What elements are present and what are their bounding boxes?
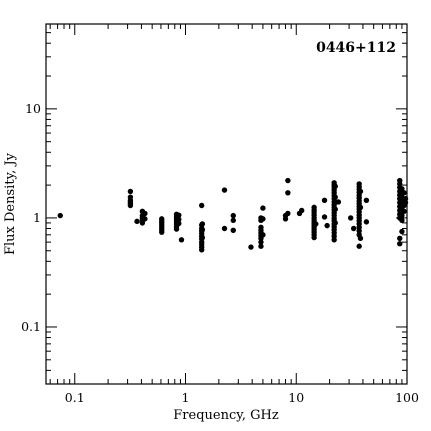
- data-point: [332, 183, 338, 189]
- data-point: [285, 190, 291, 196]
- data-point: [401, 190, 407, 196]
- data-point: [356, 228, 362, 234]
- data-point: [139, 220, 146, 226]
- data-point: [176, 216, 182, 223]
- data-point: [399, 212, 405, 219]
- data-point: [258, 243, 264, 249]
- data-point: [350, 225, 357, 232]
- data-point: [199, 221, 206, 227]
- data-point: [363, 197, 370, 204]
- data-point: [127, 188, 134, 195]
- data-point: [402, 199, 409, 206]
- data-point: [397, 241, 403, 247]
- data-point: [282, 216, 289, 222]
- x-tick-label: 10: [288, 390, 304, 405]
- data-point: [127, 202, 134, 209]
- data-point: [399, 186, 405, 192]
- x-tick-label: 100: [395, 390, 419, 405]
- data-point: [313, 221, 319, 227]
- data-point: [57, 212, 63, 219]
- data-point: [357, 188, 364, 195]
- data-point: [321, 197, 328, 204]
- data-point: [260, 205, 266, 211]
- y-axis-title: Flux Density, Jy: [3, 152, 18, 255]
- plot-frame: [45, 23, 408, 385]
- data-point: [230, 227, 236, 233]
- data-point: [258, 239, 264, 245]
- data-point: [260, 216, 266, 222]
- x-tick-label: 1: [182, 390, 190, 405]
- data-point: [332, 194, 338, 200]
- data-point: [332, 220, 338, 226]
- chart-title: 0446+112: [316, 40, 396, 56]
- data-point: [178, 237, 185, 243]
- data-point: [199, 234, 206, 241]
- data-point: [285, 210, 291, 217]
- y-tick-label: 0.1: [21, 319, 41, 334]
- data-point: [199, 226, 206, 233]
- data-point: [332, 206, 338, 212]
- data-point: [399, 228, 405, 235]
- data-point: [324, 222, 330, 229]
- data-point: [347, 215, 354, 221]
- data-point: [260, 232, 266, 238]
- data-point: [335, 199, 342, 205]
- data-point: [299, 207, 305, 214]
- data-point: [221, 187, 228, 193]
- data-point: [198, 202, 205, 209]
- x-axis-ticks: [49, 24, 408, 384]
- data-point: [198, 247, 205, 253]
- data-point: [321, 214, 328, 220]
- data-point: [134, 218, 140, 225]
- x-axis-title: Frequency, GHz: [173, 408, 279, 423]
- data-point: [221, 225, 228, 232]
- data-point: [397, 235, 403, 242]
- data-point: [331, 237, 337, 243]
- x-tick-label: 0.1: [65, 390, 85, 405]
- data-point: [230, 217, 236, 224]
- data-point: [159, 229, 165, 235]
- data-point: [363, 219, 370, 225]
- data-point: [357, 235, 364, 242]
- data-points: [57, 177, 409, 253]
- y-axis-ticks: [46, 23, 407, 385]
- y-axis-tick-labels: 0.1 1 10: [21, 101, 41, 334]
- data-point: [176, 212, 182, 218]
- data-point: [357, 204, 364, 211]
- data-point: [401, 208, 407, 214]
- data-point: [285, 177, 291, 184]
- data-point: [142, 216, 148, 222]
- x-axis-tick-labels: 0.1 1 10 100: [65, 390, 419, 405]
- y-tick-label: 10: [25, 101, 41, 116]
- data-point: [176, 220, 182, 227]
- data-point: [142, 210, 148, 217]
- data-point: [402, 196, 409, 202]
- data-point: [230, 212, 236, 219]
- data-point: [173, 226, 180, 232]
- data-point: [399, 217, 405, 224]
- data-point: [248, 244, 254, 250]
- data-point: [356, 243, 362, 249]
- y-tick-label: 1: [33, 210, 41, 225]
- data-point: [311, 234, 317, 241]
